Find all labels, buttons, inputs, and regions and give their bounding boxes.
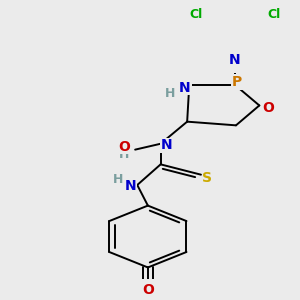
Text: N: N xyxy=(229,53,241,67)
Text: Cl: Cl xyxy=(268,8,281,21)
Text: S: S xyxy=(202,171,212,184)
Text: H: H xyxy=(119,148,130,160)
Text: N: N xyxy=(125,179,137,194)
Text: P: P xyxy=(232,75,242,89)
Text: N: N xyxy=(179,81,191,95)
Text: Cl: Cl xyxy=(189,8,202,21)
Text: H: H xyxy=(113,172,123,186)
Text: O: O xyxy=(118,140,130,154)
Text: O: O xyxy=(262,101,274,116)
Text: O: O xyxy=(142,283,154,297)
Text: H: H xyxy=(165,87,175,100)
Text: N: N xyxy=(161,138,173,152)
